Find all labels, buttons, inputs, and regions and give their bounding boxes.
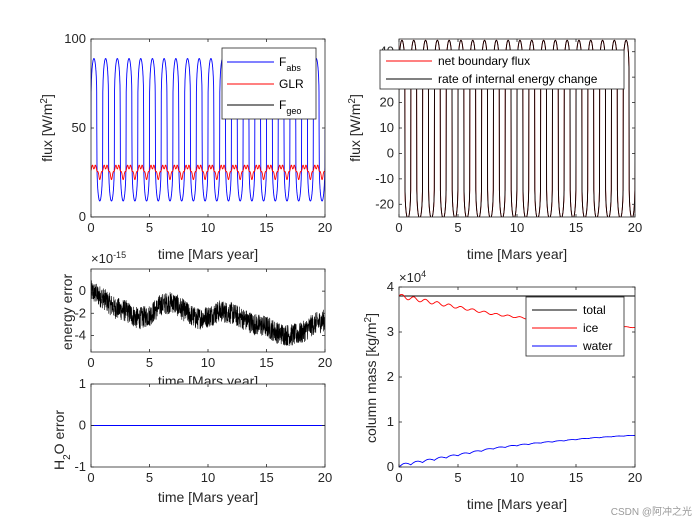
y-tick-label: 10 [380,120,394,135]
x-tick-label: 15 [259,220,273,235]
y-tick-label: 3 [387,324,394,339]
y-axis-label: flux [W/m2] [39,94,56,162]
x-tick-label: 15 [569,470,583,485]
series-line-p1-1 [91,164,325,181]
y-tick-label: 50 [72,120,86,135]
x-tick-label: 20 [628,220,642,235]
exponent-label: ×104 [399,269,426,285]
series-line-p3-0 [91,280,325,347]
panel-h2o-error: 0 5 10 15 20-101 time [Mars year] H2O error [51,376,332,505]
legend-label-fabs: Fabs [279,55,301,73]
x-axis-label: time [Mars year] [158,246,258,262]
x-tick-label: 15 [259,355,273,370]
x-axis-label: time [Mars year] [158,489,258,505]
y-tick-label: 100 [64,31,86,46]
legend: total ice water [525,296,625,357]
x-tick-label: 0 [395,220,402,235]
series-line-p2-1 [399,39,635,217]
y-axis-label: H2O error [51,410,73,470]
x-tick-label: 20 [318,470,332,485]
y-tick-label: 0 [387,459,394,474]
legend: net boundary flux rate of internal energ… [379,49,625,90]
panel-absorbed-flux: 0 5 10 15 20 0 50 100 time [Mars year] flux [W/… [39,31,333,262]
series-line-p5-2 [399,434,635,467]
x-tick-label: 5 [454,470,461,485]
x-tick-label: 10 [201,220,215,235]
legend-label-total: total [583,303,606,317]
series-line-p1-0 [91,58,325,202]
x-tick-label: 15 [259,470,273,485]
x-tick-label: 20 [318,220,332,235]
y-tick-label: -20 [375,196,394,211]
x-tick-label: 5 [146,355,153,370]
y-tick-label: -1 [74,459,86,474]
legend-label-water: water [582,339,612,353]
y-tick-label: 0 [79,209,86,224]
y-tick-label: -4 [74,327,86,342]
x-tick-label: 20 [628,470,642,485]
x-tick-label: 15 [569,220,583,235]
x-axis-label: time [Mars year] [467,496,567,512]
x-tick-label: 0 [87,470,94,485]
y-axis-label: energy error [59,274,75,351]
x-tick-label: 0 [87,355,94,370]
legend-label-internal-energy: rate of internal energy change [438,72,598,86]
x-tick-label: 5 [454,220,461,235]
x-axis-label: time [Mars year] [467,246,567,262]
x-tick-label: 0 [395,470,402,485]
y-tick-label: 0 [387,145,394,160]
y-tick-label: 1 [79,376,86,391]
x-tick-label: 10 [201,355,215,370]
y-tick-label: 0 [79,283,86,298]
x-tick-label: 5 [146,220,153,235]
x-tick-label: 10 [201,470,215,485]
x-tick-label: 10 [510,470,524,485]
legend-label-glr: GLR [279,77,304,91]
x-tick-label: 5 [146,470,153,485]
y-axis-label: column mass [kg/m2] [363,313,380,443]
panel-energy-error: 0 5 10 15 20-4-20 ×10-15 time [Mars year] en… [59,250,332,389]
y-tick-label: -10 [375,171,394,186]
legend: Fabs GLR Fgeo [221,47,317,120]
y-axis-label: flux [W/m2] [347,94,364,162]
x-tick-label: 10 [510,220,524,235]
y-tick-label: 4 [387,279,394,294]
y-tick-label: -2 [74,305,86,320]
x-tick-label: 0 [87,220,94,235]
legend-label-ice: ice [583,321,599,335]
y-tick-label: 0 [79,418,86,433]
x-tick-label: 20 [318,355,332,370]
y-tick-label: 20 [380,95,394,110]
watermark: CSDN @阿冲之光 [611,505,692,518]
legend-label-net-flux: net boundary flux [438,54,530,68]
y-tick-label: 2 [387,369,394,384]
y-tick-label: 1 [387,414,394,429]
panel-column-mass: 0 5 10 15 20 0 1 2 3 4 ×104 time [Mars year] colu… [363,269,643,512]
legend-label-fgeo: Fgeo [279,98,301,116]
